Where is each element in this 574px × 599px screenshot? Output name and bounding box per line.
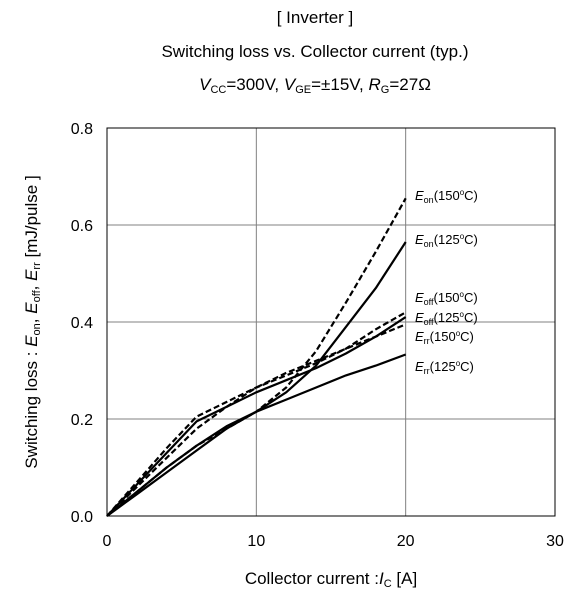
y-tick-label: 0.6	[71, 218, 93, 235]
series-label: Err(150oC)	[415, 329, 474, 346]
series-label-temp: (150	[434, 290, 460, 305]
y-axis-label-sub3: rr	[31, 262, 43, 270]
series-label-degree: o	[460, 310, 465, 319]
series-label: Err(125oC)	[415, 359, 474, 376]
series-label-symbol: E	[415, 188, 424, 203]
series-labels: Eon(150oC)Eon(125oC)Eoff(150oC)Eoff(125o…	[415, 188, 478, 376]
series-label-unit: C)	[464, 290, 478, 305]
x-tick-label: 30	[546, 533, 564, 550]
chart-conditions: VCC=300V, VGE=±15V, RG=27Ω	[28, 75, 574, 96]
series-label-sub: on	[424, 239, 434, 249]
cond-vge-symbol: V	[283, 75, 296, 94]
chart-title: Switching loss vs. Collector current (ty…	[161, 42, 469, 61]
y-tick-label: 0.8	[71, 121, 93, 138]
chart-title-group: [ Inverter ]	[276, 8, 354, 27]
series-label-sub: off	[424, 317, 434, 327]
y-axis-label-sym1: E	[22, 335, 41, 347]
x-tick-label: 10	[247, 533, 265, 550]
series-label-unit: C)	[460, 359, 474, 374]
x-tick-label: 20	[397, 533, 415, 550]
y-axis-label-sub2: off	[31, 289, 43, 302]
series-label-temp: (150	[434, 188, 460, 203]
axis-labels: Collector current :IC [A] Switching loss …	[22, 175, 417, 590]
y-axis-label-sub1: on	[31, 323, 43, 335]
series-label-unit: C)	[464, 310, 478, 325]
series-label-symbol: E	[415, 359, 424, 374]
x-tick-label: 0	[103, 533, 112, 550]
y-axis-label-sym3: E	[22, 269, 41, 281]
series-label-temp: (125	[430, 359, 456, 374]
series-label: Eoff(125oC)	[415, 310, 478, 327]
series-label-degree: o	[460, 188, 465, 197]
series-label-symbol: E	[415, 290, 424, 305]
series-label: Eon(125oC)	[415, 232, 478, 249]
series-label-temp: (125	[434, 232, 460, 247]
cond-vcc-value: =300V,	[226, 75, 280, 94]
series-label-symbol: E	[415, 310, 424, 325]
y-tick-label: 0.2	[71, 412, 93, 429]
x-axis-label-symbol: I	[379, 569, 384, 588]
series-label: Eoff(150oC)	[415, 290, 478, 307]
cond-rg-sub: G	[380, 84, 390, 96]
series-line	[106, 316, 407, 517]
series-label-sub: on	[424, 195, 434, 205]
series-label-sub: rr	[424, 366, 430, 376]
plot-grid	[106, 127, 556, 517]
x-axis-label: Collector current :IC [A]	[245, 569, 417, 590]
cond-vcc-symbol: V	[199, 75, 211, 94]
series-line	[106, 323, 407, 517]
y-tick-label: 0.4	[71, 315, 93, 332]
plot-frame	[106, 127, 556, 517]
x-axis-label-sub: C	[384, 578, 392, 590]
cond-vge-value: =±15V,	[311, 75, 364, 94]
series-label-symbol: E	[415, 232, 424, 247]
series-lines	[106, 197, 407, 517]
cond-rg-symbol: R	[368, 75, 381, 94]
cond-vcc-sub: CC	[210, 84, 227, 96]
series-label-degree: o	[456, 359, 461, 368]
series-label-symbol: E	[415, 329, 424, 344]
y-axis-label: Switching loss : Eon, Eoff, Err [mJ/puls…	[22, 175, 43, 468]
series-label-temp: (125	[434, 310, 460, 325]
cond-vge-sub: GE	[295, 84, 312, 96]
x-axis-label-text: Collector current :	[245, 569, 379, 588]
series-label-unit: C)	[464, 188, 478, 203]
series-line	[106, 353, 407, 517]
series-label-sub: off	[424, 297, 434, 307]
series-label-degree: o	[460, 290, 465, 299]
y-axis-label-text: Switching loss :	[22, 347, 41, 469]
x-axis-label-unit: [A]	[392, 569, 418, 588]
y-axis-label-sep2: ,	[22, 281, 41, 290]
tick-labels: 0 10 20 30 0.0 0.2 0.4 0.6 0.8	[71, 121, 564, 550]
series-label-unit: C)	[464, 232, 478, 247]
y-axis-label-unit: [mJ/pulse ]	[22, 175, 41, 262]
series-label-degree: o	[456, 329, 461, 338]
y-axis-label-sym2: E	[22, 302, 41, 314]
series-label: Eon(150oC)	[415, 188, 478, 205]
y-axis-label-sep1: ,	[22, 314, 41, 323]
series-line	[106, 311, 407, 517]
cond-rg-value: =27Ω	[389, 75, 431, 94]
y-tick-label: 0.0	[71, 509, 93, 526]
series-label-temp: (150	[430, 329, 456, 344]
series-label-sub: rr	[424, 336, 430, 346]
series-label-unit: C)	[460, 329, 474, 344]
series-label-degree: o	[460, 232, 465, 241]
